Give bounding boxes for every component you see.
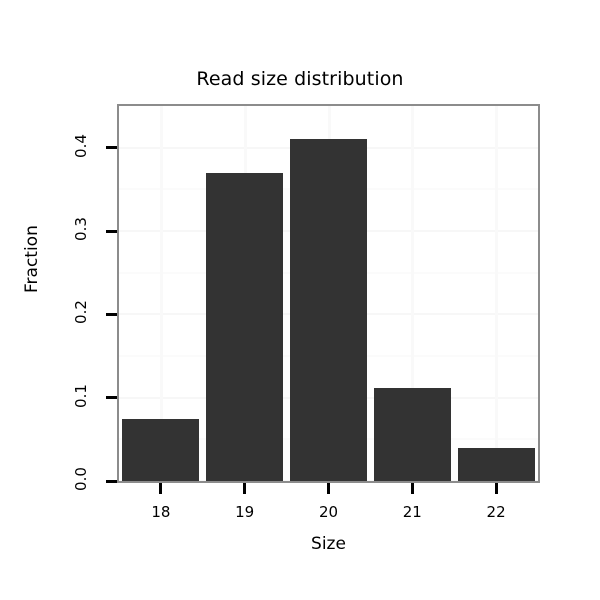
y-tick-label: 0.0 <box>72 467 90 491</box>
chart-title: Read size distribution <box>196 68 404 90</box>
y-tick-mark <box>106 479 117 483</box>
bar <box>122 418 200 481</box>
plot-area <box>119 106 538 481</box>
y-tick-label: 0.3 <box>72 217 90 241</box>
x-tick-label: 22 <box>486 503 506 521</box>
x-tick-mark <box>410 483 414 494</box>
plot-panel <box>117 104 540 483</box>
bar <box>457 447 535 481</box>
x-tick-mark <box>159 483 163 494</box>
x-tick-mark <box>327 483 330 494</box>
bar <box>206 172 284 481</box>
y-tick-mark <box>106 146 117 150</box>
gridline-vertical <box>159 106 163 481</box>
x-tick-label: 20 <box>318 503 339 521</box>
y-tick-label: 0.4 <box>72 133 90 158</box>
y-tick-mark <box>106 312 117 316</box>
x-axis: 18 19 20 21 22 <box>117 483 540 523</box>
x-tick-label: 18 <box>151 503 171 521</box>
bar <box>289 139 368 481</box>
bar <box>373 387 451 481</box>
x-tick-label: 21 <box>402 503 422 521</box>
gridline-vertical <box>411 106 415 481</box>
y-axis-title: Fraction <box>22 225 42 293</box>
y-tick-mark <box>106 396 117 400</box>
y-tick-mark <box>106 229 117 233</box>
x-tick-mark <box>494 483 498 494</box>
x-tick-mark <box>243 483 247 494</box>
x-tick-label: 19 <box>235 503 255 521</box>
y-tick-label: 0.2 <box>72 300 90 325</box>
gridline-vertical <box>495 106 499 481</box>
x-axis-title: Size <box>311 534 346 554</box>
y-tick-label: 0.1 <box>72 383 90 408</box>
